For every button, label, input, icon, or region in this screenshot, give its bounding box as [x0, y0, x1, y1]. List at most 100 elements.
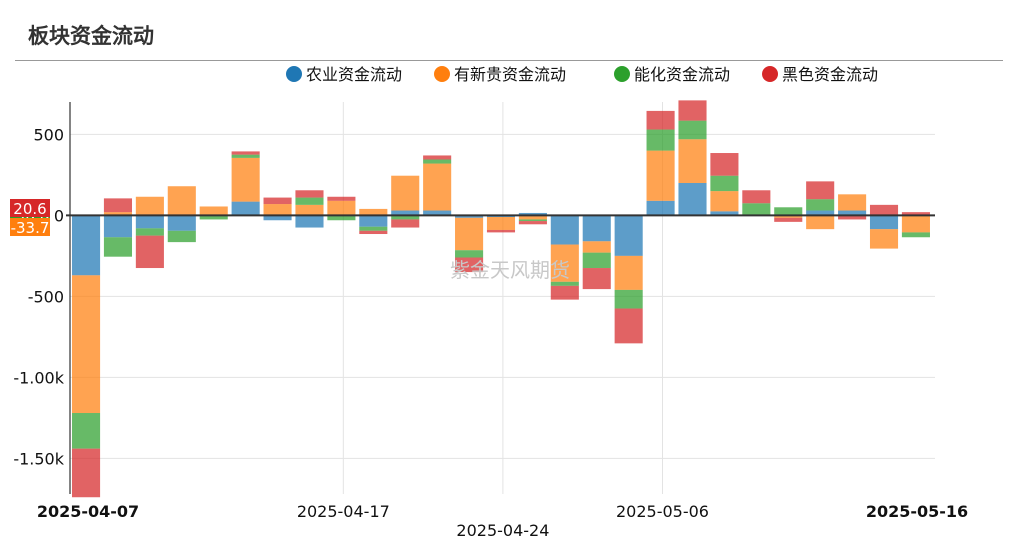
page-title: 板块资金流动	[28, 24, 154, 48]
bars-layer	[72, 100, 930, 498]
bar-segment-metal	[231, 157, 260, 202]
bar-segment-energy	[646, 129, 675, 151]
bar-segment-energy	[295, 197, 324, 205]
bar-segment-energy	[806, 199, 835, 211]
bar-segment-agri	[263, 215, 292, 221]
bar-segment-ferrous	[678, 100, 707, 121]
bar-segment-energy	[742, 203, 771, 216]
legend-label-ferrous: 黑色资金流动	[782, 65, 878, 84]
bar-segment-ferrous	[327, 196, 356, 201]
bar-segment-ferrous	[869, 204, 899, 216]
bar-segment-metal	[869, 229, 899, 249]
bar-segment-energy	[391, 215, 420, 220]
last-value-label-metal: -33.7	[11, 219, 50, 237]
bar-segment-energy	[327, 215, 356, 221]
bar-segment-ferrous	[806, 181, 835, 200]
x-tick-label: 2025-05-16	[866, 502, 968, 521]
bar-segment-metal	[550, 244, 579, 282]
bar-segment-metal	[423, 163, 452, 211]
y-tick-label: -1.50k	[13, 449, 64, 468]
bar-segment-metal	[327, 200, 356, 216]
bar-segment-agri	[646, 200, 675, 216]
bar-segment-metal	[135, 196, 164, 216]
legend: 农业资金流动 有新贵资金流动 能化资金流动 黑色资金流动	[286, 65, 878, 84]
bar-segment-agri	[391, 210, 420, 216]
bar-segment-ferrous	[518, 221, 547, 225]
x-tick-label: 2025-04-24	[456, 521, 549, 540]
bar-segment-agri	[550, 215, 579, 245]
bar-segment-ferrous	[838, 215, 867, 220]
bar-segment-ferrous	[486, 229, 516, 233]
bar-segment-agri	[135, 215, 164, 229]
x-tick-label: 2025-04-17	[297, 502, 390, 521]
bar-segment-metal	[518, 215, 547, 220]
bar-segment-energy	[423, 159, 452, 164]
bar-segment-energy	[518, 219, 547, 222]
bar-segment-metal	[103, 212, 133, 216]
bar-segment-ferrous	[550, 285, 579, 300]
bar-segment-agri	[678, 182, 707, 216]
bar-segment-metal	[199, 206, 228, 216]
legend-label-agri: 农业资金流动	[306, 65, 402, 84]
bar-segment-metal	[678, 139, 707, 183]
bar-segment-ferrous	[614, 308, 643, 344]
bar-segment-metal	[167, 186, 196, 216]
last-value-flags: -29.9-33.720.6	[10, 199, 50, 237]
bar-segment-ferrous	[263, 197, 292, 205]
bar-segment-agri	[231, 201, 260, 216]
bar-segment-metal	[391, 175, 420, 211]
bar-segment-ferrous	[774, 217, 803, 222]
bar-segment-energy	[582, 252, 611, 269]
bar-segment-metal	[582, 241, 611, 253]
bar-segment-energy	[455, 250, 484, 258]
bar-segment-agri	[167, 215, 196, 231]
bar-segment-agri	[423, 210, 452, 216]
bar-segment-agri	[582, 215, 611, 242]
bar-segment-energy	[614, 289, 643, 309]
bar-segment-energy	[167, 230, 196, 243]
bar-segment-agri	[869, 215, 899, 230]
legend-marker-metal	[434, 66, 450, 82]
bar-segment-ferrous	[391, 219, 420, 228]
axis-layer: 500 0 -500 -1.00k -1.50k 2025-04-07 2025-04-17…	[13, 102, 968, 540]
bar-segment-metal	[359, 208, 388, 216]
bar-segment-ferrous	[135, 235, 164, 269]
bar-segment-ferrous	[295, 190, 324, 198]
bar-segment-metal	[806, 215, 835, 230]
legend-marker-agri	[286, 66, 302, 82]
last-value-flag-ferrous	[10, 199, 50, 217]
bar-segment-metal	[486, 217, 516, 230]
bar-segment-agri	[455, 215, 484, 218]
bar-segment-energy	[72, 413, 101, 449]
bar-segment-metal	[838, 194, 867, 211]
bar-segment-metal	[774, 215, 803, 218]
x-tick-label: 2025-04-07	[37, 502, 139, 521]
bar-segment-metal	[295, 204, 324, 216]
bar-segment-metal	[710, 191, 739, 212]
bar-segment-agri	[72, 215, 101, 276]
bar-segment-ferrous	[582, 268, 611, 290]
legend-marker-energy	[614, 66, 630, 82]
bar-segment-ferrous	[231, 151, 260, 155]
legend-marker-ferrous	[762, 66, 778, 82]
bar-segment-energy	[231, 154, 260, 158]
y-tick-label: 0	[54, 206, 64, 225]
bar-segment-metal	[646, 150, 675, 201]
bar-segment-ferrous	[103, 198, 133, 213]
bar-segment-energy	[774, 207, 803, 216]
legend-label-metal: 有新贵资金流动	[454, 65, 566, 84]
bar-segment-energy	[199, 215, 228, 220]
last-value-flag-metal	[10, 218, 50, 236]
y-tick-label: 500	[33, 125, 64, 144]
y-tick-label: -500	[28, 287, 64, 306]
bar-segment-metal	[614, 255, 643, 290]
bar-segment-ferrous	[72, 448, 101, 498]
bar-segment-ferrous	[710, 153, 739, 176]
bar-segment-ferrous	[646, 110, 675, 130]
bar-segment-energy	[550, 281, 579, 286]
bar-segment-agri	[806, 210, 835, 216]
bar-segment-metal	[901, 215, 930, 233]
bar-segment-energy	[103, 237, 133, 257]
x-tick-label: 2025-05-06	[616, 502, 709, 521]
